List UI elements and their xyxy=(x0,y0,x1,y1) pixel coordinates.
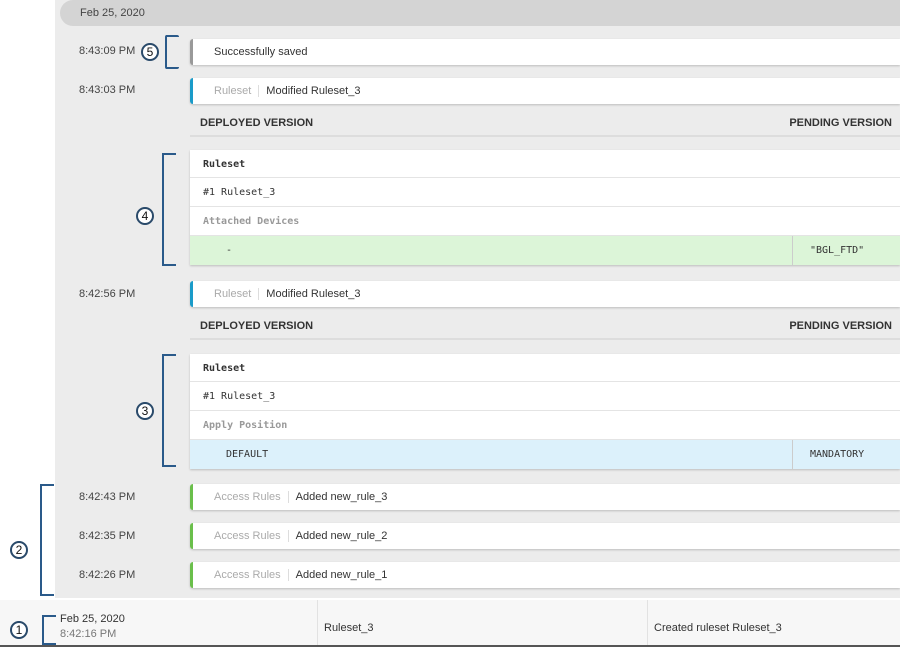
row-time: 8:42:16 PM xyxy=(60,628,117,640)
timeline-entry[interactable]: Access Rules Added new_rule_1 xyxy=(190,562,900,588)
entry-message: Modified Ruleset_3 xyxy=(266,85,361,97)
diff-object: Ruleset xyxy=(190,150,900,178)
change-log-row[interactable]: Feb 25, 2020 8:42:16 PM Ruleset_3 Create… xyxy=(0,600,900,647)
callout-bracket-2 xyxy=(40,484,54,596)
entry-message: Added new_rule_3 xyxy=(295,491,388,503)
date-header: Feb 25, 2020 xyxy=(60,0,900,26)
version-header: DEPLOYED VERSION PENDING VERSION xyxy=(190,320,900,340)
callout-number-4: 4 xyxy=(136,207,154,225)
deployed-value: - xyxy=(226,245,233,256)
column-divider xyxy=(317,600,318,645)
callout-bracket-4 xyxy=(162,153,176,266)
entry-time: 8:43:03 PM xyxy=(79,84,136,96)
entry-time: 8:43:09 PM xyxy=(79,45,136,57)
pending-value: MANDATORY xyxy=(810,449,865,460)
diff-field: Apply Position xyxy=(190,411,900,440)
callout-number-1: 1 xyxy=(10,621,28,639)
diff-name: #1 Ruleset_3 xyxy=(190,382,900,411)
column-divider xyxy=(647,600,648,645)
entry-message: Added new_rule_2 xyxy=(295,530,388,542)
callout-bracket-3 xyxy=(162,354,176,467)
entry-message: Added new_rule_1 xyxy=(295,569,388,581)
entry-message: Modified Ruleset_3 xyxy=(266,288,361,300)
diff-card: Ruleset #1 Ruleset_3 Apply Position DEFA… xyxy=(190,354,900,469)
entry-category: Ruleset xyxy=(214,85,260,97)
version-header: DEPLOYED VERSION PENDING VERSION xyxy=(190,117,900,137)
timeline-entry[interactable]: Ruleset Modified Ruleset_3 xyxy=(190,78,900,104)
diff-change-row: - "BGL_FTD" xyxy=(190,236,900,265)
pending-version-label: PENDING VERSION xyxy=(789,117,892,129)
pending-value: "BGL_FTD" xyxy=(810,245,865,256)
timeline-entry[interactable]: Access Rules Added new_rule_3 xyxy=(190,484,900,510)
deployed-version-label: DEPLOYED VERSION xyxy=(200,117,314,129)
entry-time: 8:42:43 PM xyxy=(79,491,136,503)
column-divider xyxy=(792,236,793,265)
callout-number-5: 5 xyxy=(141,43,159,61)
entry-category: Access Rules xyxy=(214,530,289,542)
entry-message: Successfully saved xyxy=(214,46,308,58)
diff-field: Attached Devices xyxy=(190,207,900,236)
entry-time: 8:42:56 PM xyxy=(79,288,136,300)
deployed-version-label: DEPLOYED VERSION xyxy=(200,320,314,332)
diff-change-row: DEFAULT MANDATORY xyxy=(190,440,900,469)
row-description: Created ruleset Ruleset_3 xyxy=(654,622,782,634)
deployed-value: DEFAULT xyxy=(226,449,269,460)
diff-card: Ruleset #1 Ruleset_3 Attached Devices - … xyxy=(190,150,900,265)
entry-time: 8:42:26 PM xyxy=(79,569,136,581)
entry-category: Access Rules xyxy=(214,491,289,503)
diff-name: #1 Ruleset_3 xyxy=(190,178,900,207)
row-object: Ruleset_3 xyxy=(324,622,374,634)
callout-bracket-1 xyxy=(42,615,56,645)
timeline-entry-saved[interactable]: Successfully saved xyxy=(190,39,900,65)
entry-time: 8:42:35 PM xyxy=(79,530,136,542)
timeline-entry[interactable]: Ruleset Modified Ruleset_3 xyxy=(190,281,900,307)
callout-number-2: 2 xyxy=(10,541,28,559)
timeline-entry[interactable]: Access Rules Added new_rule_2 xyxy=(190,523,900,549)
entry-category: Ruleset xyxy=(214,288,260,300)
diff-object: Ruleset xyxy=(190,354,900,382)
entry-category: Access Rules xyxy=(214,569,289,581)
pending-version-label: PENDING VERSION xyxy=(789,320,892,332)
row-date: Feb 25, 2020 xyxy=(60,613,125,625)
callout-bracket-5 xyxy=(165,35,179,69)
column-divider xyxy=(792,440,793,469)
callout-number-3: 3 xyxy=(136,402,154,420)
